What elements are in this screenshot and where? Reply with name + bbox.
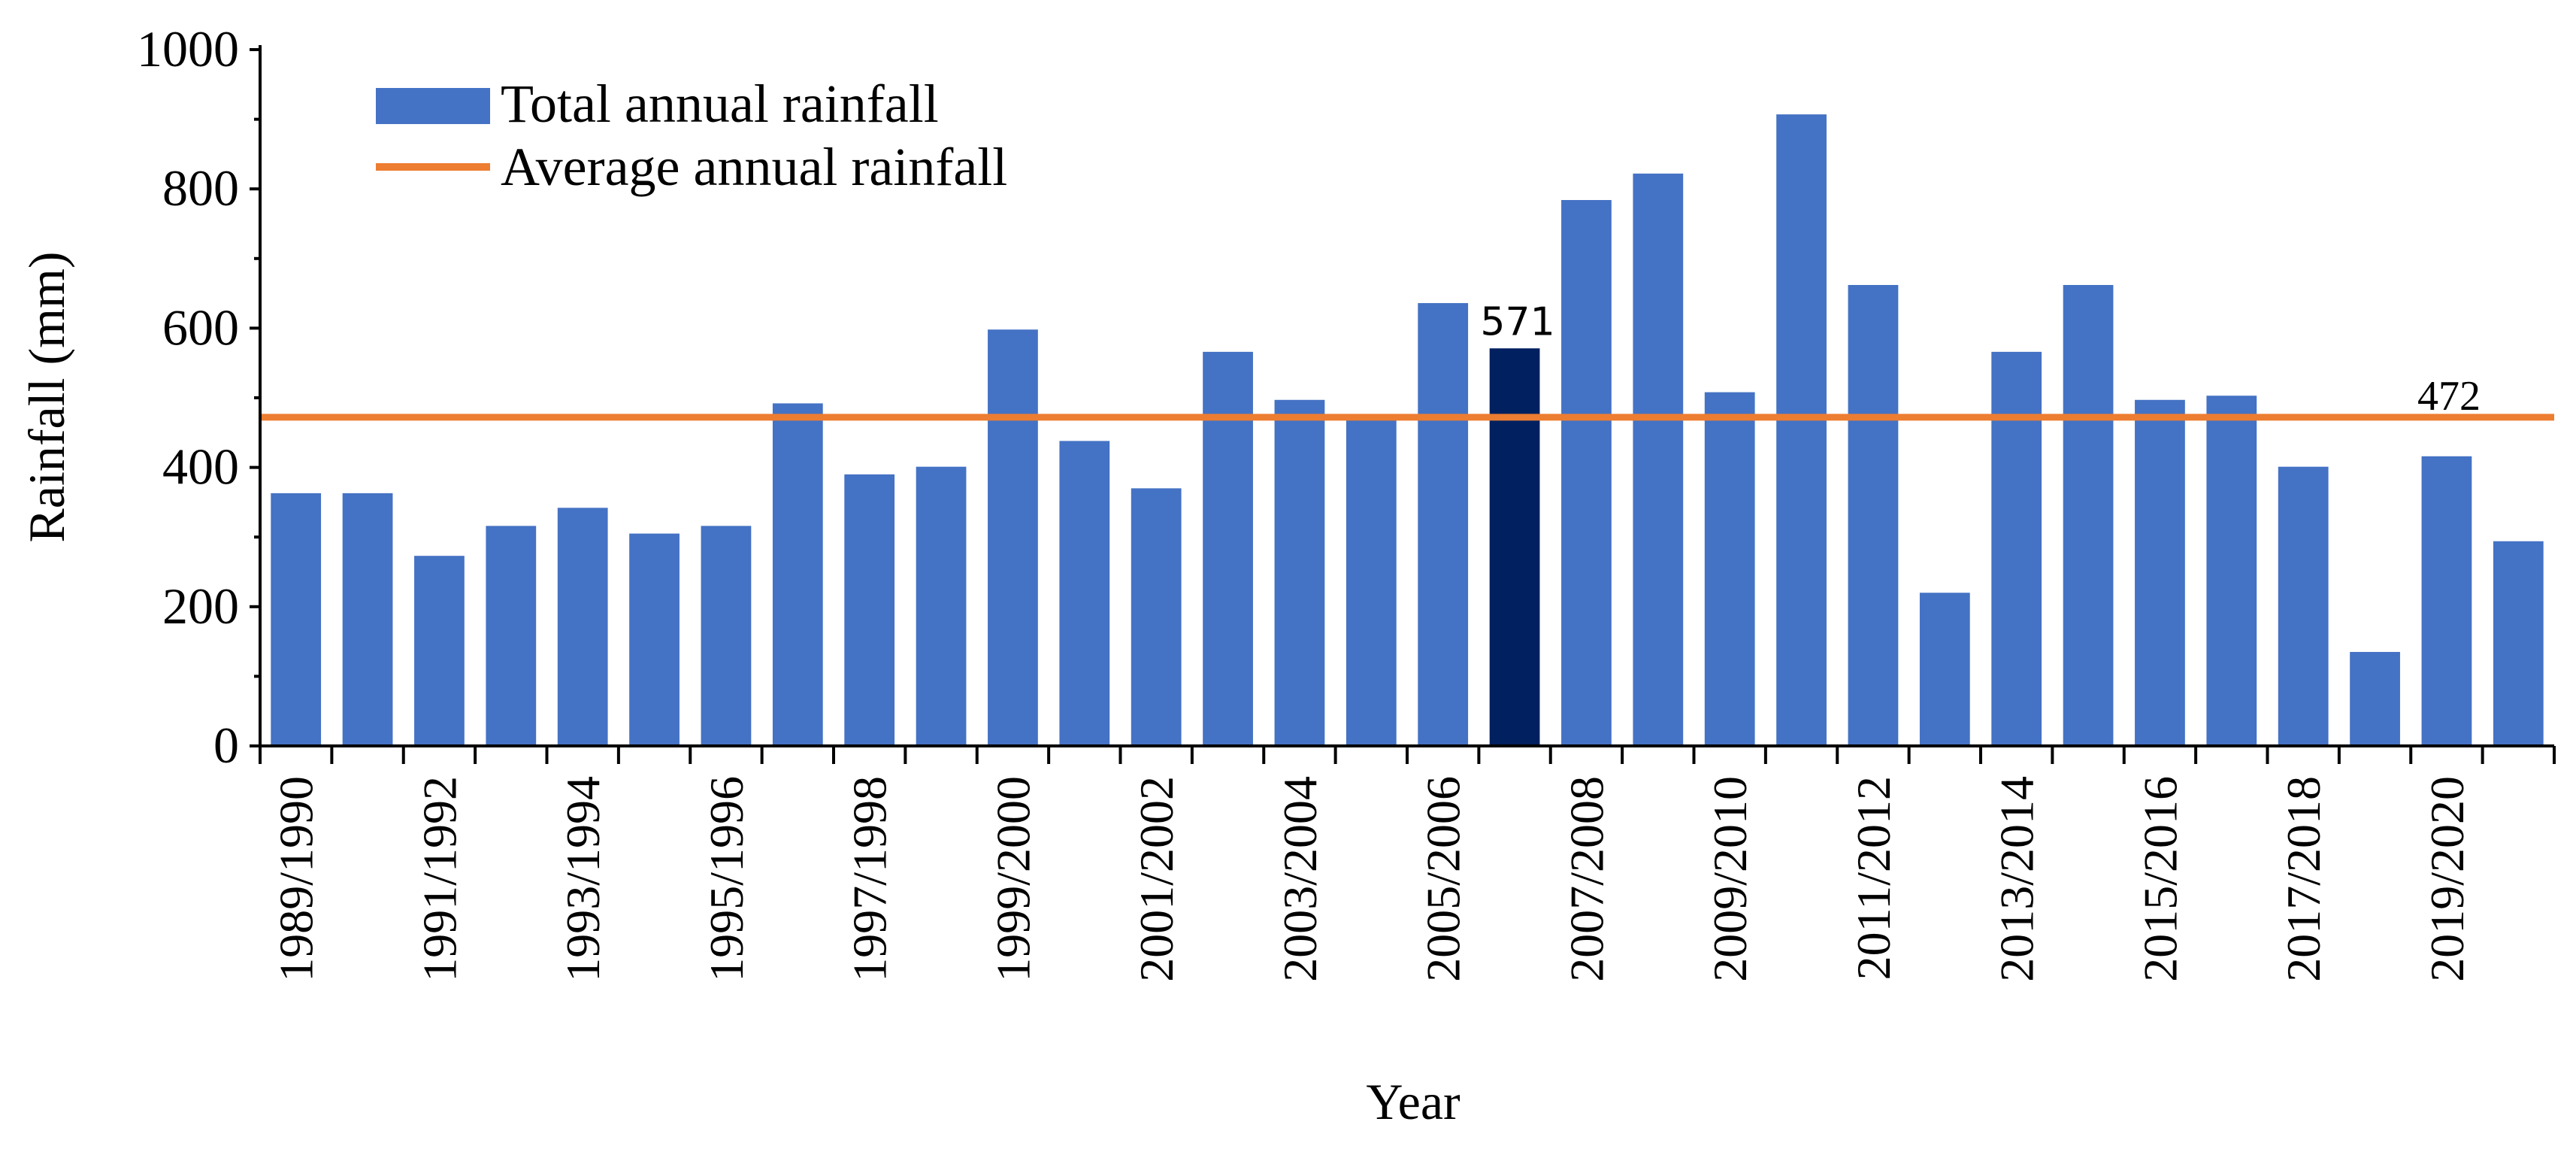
x-tick-label: 1999/2000: [986, 776, 1040, 982]
bar: [1991, 351, 2042, 746]
x-tick-label: 2015/2016: [2133, 776, 2187, 982]
bar: [629, 533, 680, 746]
x-axis-ticks: 1989/1990 1991/1992 1993/1994 1995/1996 1997…: [259, 746, 2556, 982]
bar: [271, 493, 322, 746]
bar: [1561, 200, 1612, 746]
bar: [1704, 392, 1755, 746]
x-tick-label: 1991/1992: [413, 776, 466, 982]
x-tick-label: 2009/2010: [1703, 776, 1757, 982]
bar: [988, 329, 1038, 746]
bar: [1776, 114, 1827, 747]
legend: Total annual rainfall Average annual rai…: [376, 74, 1007, 197]
bar: [2278, 466, 2329, 746]
bar: [1346, 414, 1397, 746]
x-axis-label: Year: [1366, 1073, 1461, 1130]
highlighted-bar-label: 571: [1480, 299, 1554, 344]
legend-swatch-total: [376, 88, 490, 124]
y-tick-label: 200: [162, 578, 239, 635]
bar: [2350, 651, 2400, 746]
y-axis-label: Rainfall (mm): [18, 251, 75, 542]
x-tick-label: 2007/2008: [1560, 776, 1613, 982]
bar: [1919, 593, 1970, 746]
legend-label-average: Average annual rainfall: [501, 137, 1007, 197]
bar: [2206, 396, 2257, 746]
average-line-group: 472: [260, 373, 2554, 421]
axes: [259, 45, 2554, 747]
x-tick-label: 2019/2020: [2420, 776, 2474, 982]
bar: [414, 556, 465, 746]
highlighted-bar: [1489, 348, 1540, 746]
y-tick-label: 400: [162, 438, 239, 496]
bar: [772, 403, 823, 746]
bar: [1418, 303, 1469, 747]
bar: [486, 526, 537, 746]
y-tick-label: 1000: [137, 20, 239, 77]
x-tick-label: 2011/2012: [1847, 776, 1900, 980]
bar: [1131, 488, 1182, 746]
y-tick-label: 800: [162, 159, 239, 217]
x-tick-label: 1989/1990: [270, 776, 323, 982]
x-tick-label: 1995/1996: [700, 776, 753, 982]
bar: [1848, 284, 1899, 746]
y-tick-label: 600: [162, 299, 239, 356]
x-tick-label: 2017/2018: [2277, 776, 2330, 982]
bar-series: 571: [271, 114, 2544, 747]
bar: [2135, 399, 2185, 746]
bar: [342, 493, 393, 746]
y-tick-label: 0: [213, 717, 239, 774]
bar: [2493, 541, 2544, 746]
bar: [1059, 441, 1110, 746]
x-tick-label: 2013/2014: [1990, 776, 2044, 982]
bar: [2063, 284, 2114, 746]
bar: [1274, 399, 1325, 746]
x-tick-label: 1993/1994: [556, 776, 610, 982]
x-tick-label: 2001/2002: [1130, 776, 1183, 982]
legend-label-total: Total annual rainfall: [501, 74, 939, 134]
x-tick-label: 2005/2006: [1417, 776, 1470, 982]
bar: [557, 508, 608, 746]
bar: [1633, 173, 1684, 746]
y-axis-ticks: 0 200 400 600 800 1000: [137, 20, 260, 774]
x-tick-label: 2003/2004: [1273, 776, 1327, 982]
bar: [701, 526, 752, 746]
bar: [916, 466, 967, 746]
bar: [844, 474, 895, 746]
bar: [1203, 351, 1253, 746]
average-line-label: 472: [2417, 373, 2481, 420]
bar: [2421, 456, 2472, 746]
x-tick-label: 1997/1998: [843, 776, 897, 982]
